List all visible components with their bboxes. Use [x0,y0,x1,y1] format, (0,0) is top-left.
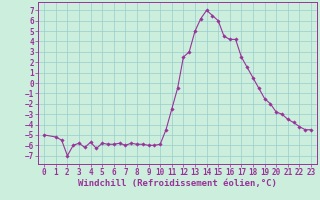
X-axis label: Windchill (Refroidissement éolien,°C): Windchill (Refroidissement éolien,°C) [78,179,277,188]
